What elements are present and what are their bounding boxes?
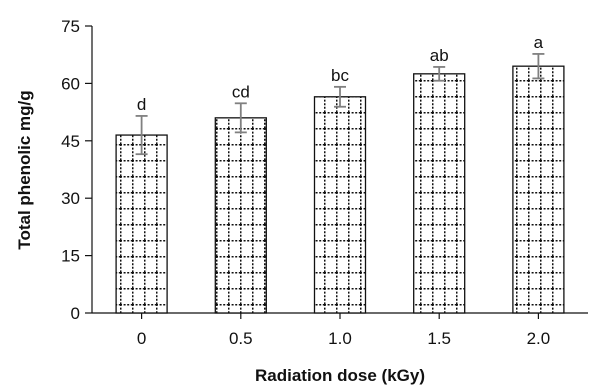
error-bars bbox=[135, 53, 545, 156]
bars bbox=[115, 65, 565, 314]
x-tick-label: 1.0 bbox=[328, 329, 352, 348]
y-tick-labels: 0 15 30 45 60 75 bbox=[61, 17, 80, 323]
y-tick-label: 60 bbox=[61, 74, 80, 93]
x-tick-label: 1.5 bbox=[427, 329, 451, 348]
x-tick-labels: 0 0.5 1.0 1.5 2.0 bbox=[137, 313, 550, 348]
significance-label: bc bbox=[331, 66, 349, 85]
significance-label: a bbox=[534, 33, 544, 52]
x-tick-label: 2.0 bbox=[527, 329, 551, 348]
y-tick-label: 75 bbox=[61, 17, 80, 36]
significance-label: d bbox=[137, 95, 146, 114]
bar-pattern bbox=[314, 96, 366, 313]
y-axis-title: Total phenolic mg/g bbox=[15, 90, 34, 249]
significance-labels: d cd bc ab a bbox=[137, 33, 544, 114]
x-tick-label: 0.5 bbox=[229, 329, 253, 348]
y-tick-label: 45 bbox=[61, 132, 80, 151]
significance-label: ab bbox=[430, 46, 449, 65]
x-tick-label: 0 bbox=[137, 329, 146, 348]
bar-pattern bbox=[512, 66, 564, 314]
bar-pattern bbox=[215, 117, 267, 313]
y-tick-label: 30 bbox=[61, 189, 80, 208]
x-axis-title: Radiation dose (kGy) bbox=[255, 366, 425, 385]
y-tick-label: 15 bbox=[61, 247, 80, 266]
y-ticks bbox=[85, 25, 92, 314]
bar-pattern bbox=[413, 73, 465, 313]
bar-pattern bbox=[116, 135, 168, 313]
significance-label: cd bbox=[232, 82, 250, 101]
y-tick-label: 0 bbox=[71, 304, 80, 323]
